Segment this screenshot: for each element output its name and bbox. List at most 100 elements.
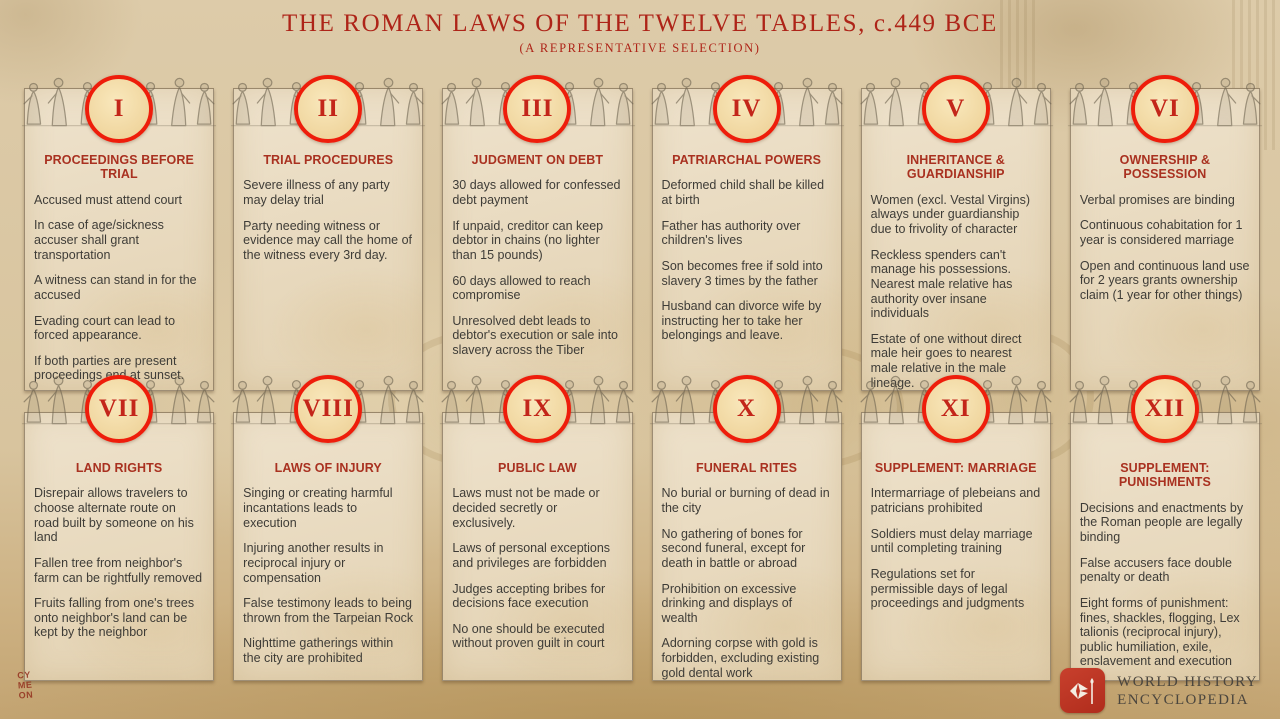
whe-logo: WORLD HISTORY ENCYCLOPEDIA [1060, 668, 1258, 713]
table-card-10: X FUNERAL RITES No burial or burning of … [652, 375, 842, 682]
law-text: A witness can stand in for the accused [34, 273, 197, 302]
table-card-1: I PROCEEDINGS BEFORE TRIAL Accused must … [24, 75, 214, 392]
law-text: Injuring another results in reciprocal i… [243, 541, 384, 585]
law-text: Deformed child shall be killed at birth [661, 178, 825, 207]
table-title: FUNERAL RITES [696, 461, 798, 475]
roman-numeral: VII [98, 395, 140, 422]
tables-row-2: VII LAND RIGHTS Disrepair allows travele… [24, 375, 1260, 682]
table-title: JUDGMENT ON DEBT [471, 153, 604, 167]
table-card-12: XII SUPPLEMENT: PUNISHMENTS Decisions an… [1070, 375, 1260, 682]
law-text: Laws of personal exceptions and privileg… [452, 541, 611, 570]
law-text: False testimony leads to being thrown fr… [243, 596, 414, 625]
table-numeral-medallion: XII [1130, 375, 1199, 443]
roman-numeral: II [317, 95, 339, 122]
law-text: 60 days allowed to reach compromise [452, 273, 591, 303]
page-subtitle: (A REPRESENTATIVE SELECTION) [519, 41, 761, 55]
table-numeral-medallion: II [294, 75, 363, 143]
law-text: Severe illness of any party may delay tr… [243, 178, 390, 207]
law-text: Unresolved debt leads to debtor's execut… [452, 313, 619, 357]
law-text: Adorning corpse with gold is forbidden, … [661, 636, 820, 680]
table-numeral-medallion: V [921, 75, 990, 143]
law-text: No gathering of bones for second funeral… [661, 526, 806, 570]
table-numeral-medallion: VI [1130, 75, 1199, 143]
table-card-2: II TRIAL PROCEDURES Severe illness of an… [233, 75, 423, 392]
table-card-6: VI OWNERSHIP & POSSESSION Verbal promise… [1070, 75, 1260, 392]
table-numeral-medallion: XI [921, 375, 990, 443]
table-title: PATRIARCHAL POWERS [672, 153, 822, 167]
law-text: Nighttime gatherings within the city are… [243, 636, 394, 665]
roman-numeral: IV [731, 95, 762, 122]
law-text: Disrepair allows travelers to choose alt… [34, 486, 194, 545]
table-card-9: IX PUBLIC LAW Laws must not be made or d… [442, 375, 632, 682]
table-card-8: VIII LAWS OF INJURY Singing or creating … [233, 375, 423, 682]
table-card-3: III JUDGMENT ON DEBT 30 days allowed for… [442, 75, 632, 392]
table-numeral-medallion: X [712, 375, 781, 443]
tables-row-1: I PROCEEDINGS BEFORE TRIAL Accused must … [24, 75, 1260, 392]
signature-line: ON [18, 689, 34, 701]
law-text: Eight forms of punishment: fines, shackl… [1079, 595, 1240, 669]
law-text: Evading court can lead to forced appeara… [34, 313, 176, 343]
table-title: LAND RIGHTS [75, 461, 163, 475]
law-text: Accused must attend court [34, 192, 182, 207]
table-numeral-medallion: IX [503, 375, 572, 443]
logo-line-2: ENCYCLOPEDIA [1117, 691, 1249, 708]
law-text: 30 days allowed for confessed debt payme… [452, 178, 621, 207]
law-text: Women (excl. Vestal Virgins) always unde… [870, 192, 1030, 236]
law-text: Fruits falling from one's trees onto nei… [34, 596, 195, 640]
law-text: Judges accepting bribes for decisions fa… [452, 581, 606, 611]
table-title: TRIAL PROCEDURES [263, 153, 394, 167]
law-text: If unpaid, creditor can keep debtor in c… [452, 218, 604, 262]
law-text: Father has authority over children's liv… [661, 218, 801, 248]
table-numeral-medallion: VIII [294, 375, 363, 443]
law-text: Husband can divorce wife by instructing … [661, 299, 822, 343]
law-text: Regulations set for permissible days of … [870, 566, 1025, 611]
law-text: Laws must not be made or decided secretl… [452, 486, 600, 530]
table-card-4: IV PATRIARCHAL POWERS Deformed child sha… [652, 75, 842, 392]
table-card-5: V INHERITANCE & GUARDIANSHIP Women (excl… [861, 75, 1051, 392]
roman-numeral: X [737, 395, 757, 422]
roman-numeral: VI [1150, 95, 1180, 122]
table-numeral-medallion: III [503, 75, 572, 143]
law-text: Decisions and enactments by the Roman pe… [1079, 500, 1244, 544]
table-title: SUPPLEMENT: MARRIAGE [874, 461, 1037, 475]
law-text: Reckless spenders can't manage his posse… [870, 247, 1013, 321]
table-title: OWNERSHIP & POSSESSION [1119, 153, 1211, 182]
law-text: Soldiers must delay marriage until compl… [870, 526, 1033, 556]
table-numeral-medallion: IV [712, 75, 781, 143]
law-text: Party needing witness or evidence may ca… [243, 218, 412, 262]
page-title: THE ROMAN LAWS OF THE TWELVE TABLES, c.4… [282, 10, 998, 37]
law-text: Open and continuous land use for 2 years… [1079, 258, 1250, 302]
roman-numeral: V [946, 95, 966, 122]
table-title: PUBLIC LAW [498, 461, 577, 475]
table-numeral-medallion: I [85, 75, 154, 143]
whe-logo-text: WORLD HISTORY ENCYCLOPEDIA [1117, 673, 1258, 709]
roman-numeral: VIII [302, 395, 354, 422]
roman-numeral: I [113, 95, 125, 122]
law-text: False accusers face double penalty or de… [1079, 555, 1232, 585]
column-sketch-decoration [1000, 0, 1040, 90]
law-text: Estate of one without direct male heir g… [870, 331, 1022, 390]
artist-signature: CY ME ON [17, 670, 34, 702]
law-text: No one should be executed without proven… [452, 621, 605, 651]
header: THE ROMAN LAWS OF THE TWELVE TABLES, c.4… [0, 10, 1280, 56]
table-card-11: XI SUPPLEMENT: MARRIAGE Intermarriage of… [861, 375, 1051, 682]
whe-arrow-obelisk-icon [1060, 668, 1106, 713]
roman-numeral: XI [940, 395, 971, 422]
law-text: Intermarriage of plebeians and patrician… [870, 486, 1041, 515]
table-numeral-medallion: VII [85, 375, 154, 443]
roman-numeral: XII [1144, 395, 1186, 422]
law-text: Singing or creating harmful incantations… [243, 486, 393, 530]
law-text: Son becomes free if sold into slavery 3 … [661, 258, 823, 288]
table-card-7: VII LAND RIGHTS Disrepair allows travele… [24, 375, 214, 682]
law-text: Prohibition on excessive drinking and di… [661, 581, 797, 625]
table-title: INHERITANCE & GUARDIANSHIP [906, 153, 1005, 182]
logo-line-1: WORLD HISTORY [1117, 673, 1258, 690]
law-text: In case of age/sickness accuser shall gr… [34, 218, 164, 262]
roman-numeral: IX [522, 395, 553, 422]
law-text: Continuous cohabitation for 1 year is co… [1079, 218, 1243, 247]
law-text: Fallen tree from neighbor's farm can be … [34, 555, 203, 585]
law-text: No burial or burning of dead in the city [661, 486, 830, 515]
table-title: PROCEEDINGS BEFORE TRIAL [44, 153, 194, 182]
roman-numeral: III [521, 95, 554, 122]
